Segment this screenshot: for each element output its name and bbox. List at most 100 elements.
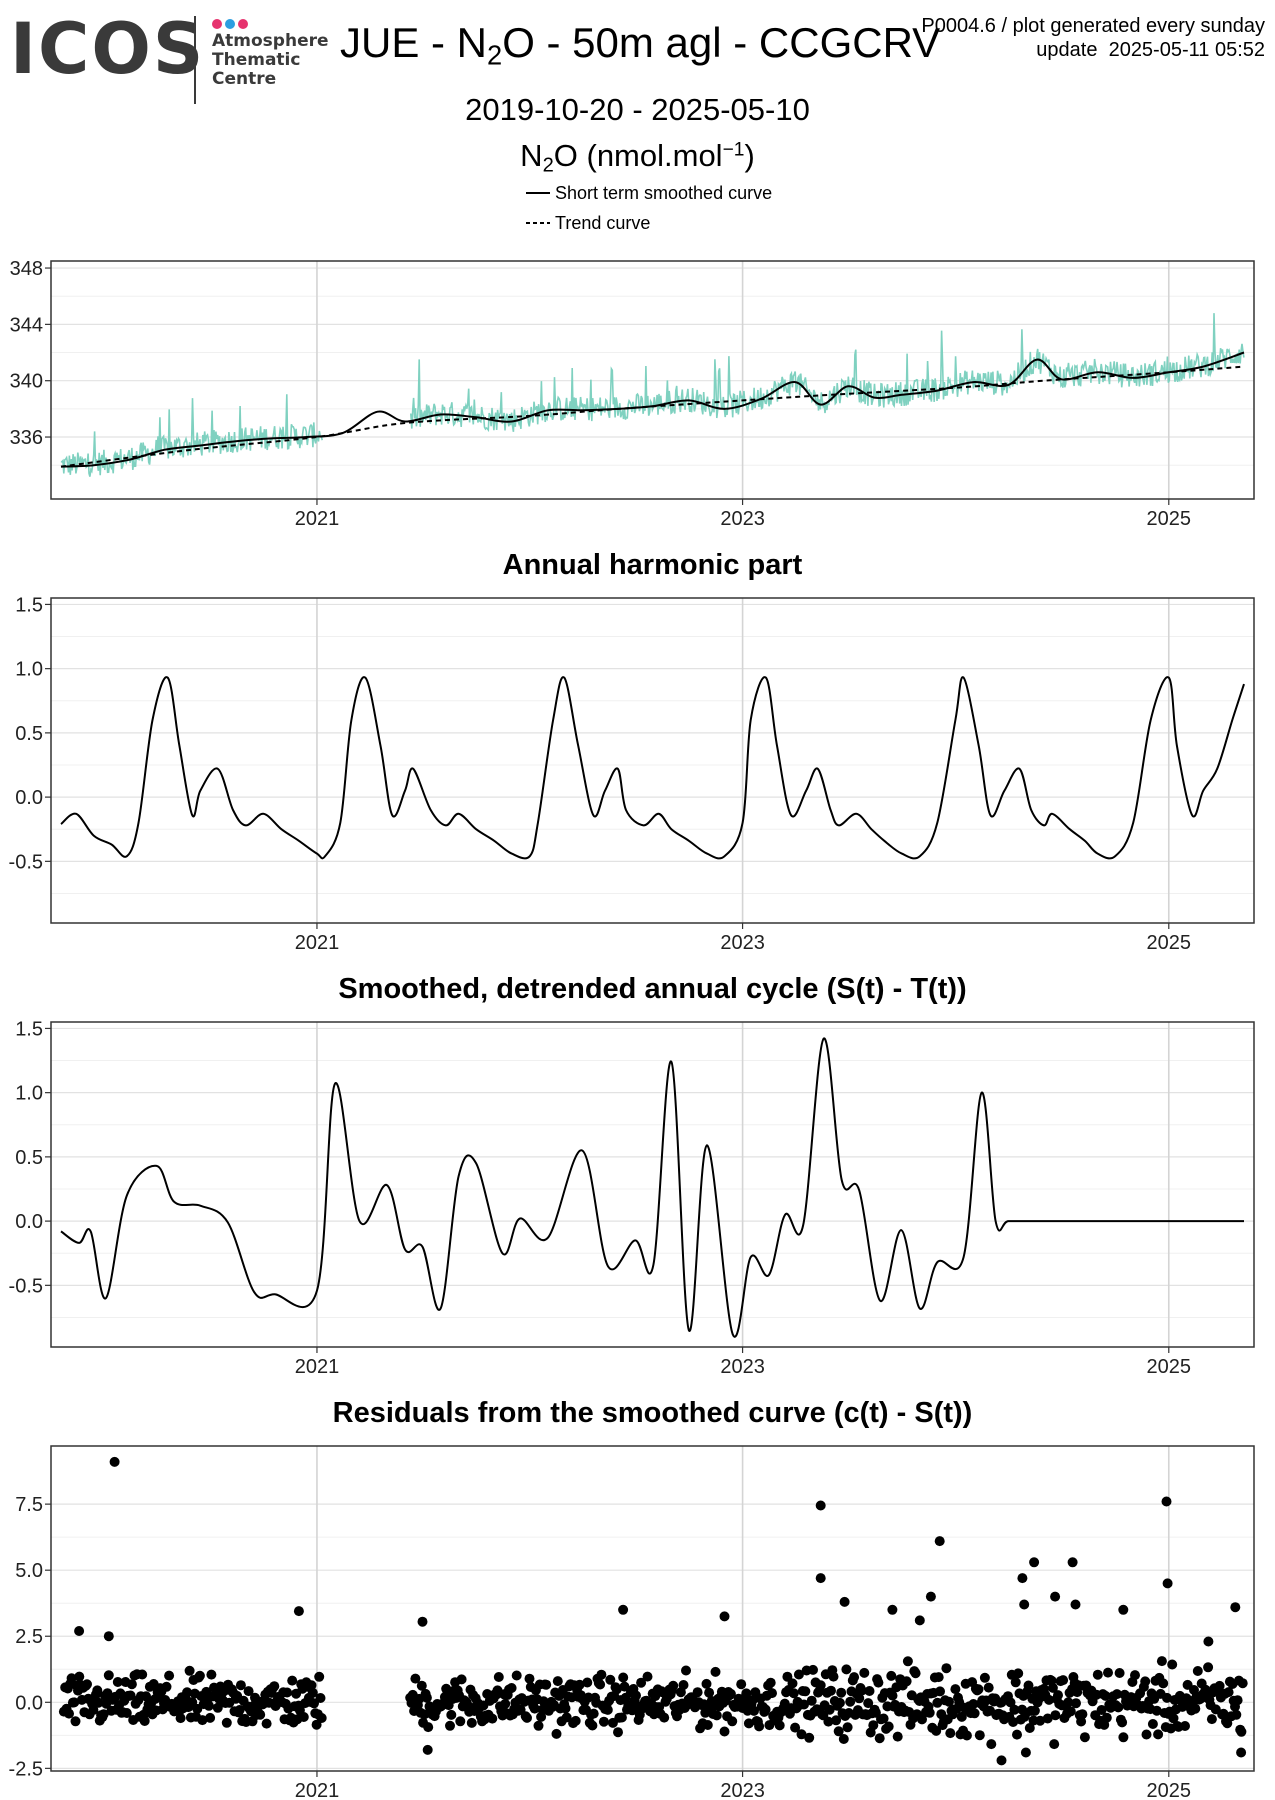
residual-point (925, 1591, 936, 1602)
residual-point (1096, 1705, 1107, 1715)
chart-panel-2: -0.5 0.0 0.5 1.0 1.5 2021 2023 2025 Annual harmo… (9, 549, 1255, 954)
smoothed-curve-line (60, 351, 1245, 468)
residual-point (1192, 1666, 1203, 1676)
residual-point (1079, 1732, 1090, 1743)
residual-point (287, 1675, 298, 1686)
title-subscript: 2 (487, 39, 503, 71)
residual-point (574, 1679, 585, 1690)
residual-point (873, 1677, 884, 1688)
unit-part-1: N (520, 138, 543, 173)
residual-point (1190, 1703, 1201, 1714)
residual-point (849, 1672, 860, 1683)
residual-point (74, 1626, 85, 1636)
residual-point (747, 1695, 758, 1706)
residual-point (74, 1671, 85, 1682)
y-tick-label: 0.5 (15, 1147, 43, 1169)
residual-point (1017, 1573, 1028, 1584)
residual-point (417, 1616, 428, 1627)
residual-point (582, 1677, 593, 1688)
residual-point (1103, 1667, 1113, 1678)
residual-point (1067, 1557, 1078, 1568)
residual-point (1092, 1669, 1103, 1680)
residual-point (1114, 1668, 1125, 1678)
legend-dashed-line-icon (526, 222, 550, 224)
residual-point (1156, 1656, 1167, 1667)
residual-point (598, 1716, 609, 1727)
residual-point (493, 1672, 504, 1682)
residual-point (815, 1500, 826, 1511)
unit-label: N2O (nmol.mol−1) (0, 138, 1275, 178)
residual-point (161, 1681, 172, 1692)
residual-point (815, 1573, 826, 1584)
y-tick-label: -2.5 (9, 1758, 43, 1780)
residual-point (423, 1722, 434, 1733)
logo-dot-2 (225, 19, 235, 29)
residual-point (1168, 1713, 1179, 1724)
residual-point (1237, 1678, 1248, 1689)
y-tick-label: -0.5 (9, 851, 43, 873)
residual-point (1130, 1670, 1140, 1681)
residual-point (788, 1688, 799, 1699)
residual-point (741, 1688, 752, 1699)
residual-point (524, 1673, 535, 1684)
residual-point (1063, 1697, 1074, 1708)
residual-point (197, 1715, 208, 1726)
residual-point (754, 1721, 765, 1732)
residual-point (969, 1708, 980, 1719)
residual-point (1077, 1709, 1088, 1720)
y-tick-label: 5.0 (15, 1560, 43, 1582)
residual-point (455, 1716, 466, 1727)
residual-point (996, 1755, 1007, 1766)
residual-point (1147, 1719, 1158, 1729)
residual-point (1232, 1695, 1243, 1706)
residual-point (419, 1709, 430, 1720)
residual-point (182, 1687, 193, 1698)
residual-point (823, 1716, 834, 1727)
x-tick-label: 2021 (295, 508, 340, 530)
residual-point (1100, 1690, 1111, 1701)
residual-point (932, 1697, 943, 1708)
residual-point (410, 1673, 421, 1684)
residual-point (1141, 1729, 1152, 1740)
residual-point (1065, 1706, 1076, 1717)
y-tick-label: 2.5 (15, 1626, 43, 1648)
logo-sub-line-3: Centre (212, 69, 277, 89)
residual-point (968, 1699, 979, 1709)
residual-point (139, 1716, 150, 1726)
logo-sub-line-1: Atmosphere (212, 31, 329, 51)
residual-point (1214, 1680, 1225, 1691)
meta-generated: P0004.6 / plot generated every sunday (921, 15, 1265, 37)
plot-content (60, 313, 1245, 477)
residual-point (445, 1720, 455, 1731)
y-tick-label: 0.5 (15, 723, 43, 745)
residual-point (941, 1663, 952, 1674)
residual-point (1008, 1717, 1019, 1727)
residual-point (725, 1688, 736, 1699)
residual-point (282, 1687, 293, 1698)
residual-point (854, 1693, 865, 1704)
residual-point (293, 1606, 304, 1617)
residual-point (1151, 1705, 1162, 1716)
plot-meta: P0004.6 / plot generated every sunday up… (921, 14, 1265, 62)
residual-point (841, 1664, 852, 1675)
residual-point (466, 1717, 477, 1728)
residual-point (787, 1678, 798, 1689)
residual-point (701, 1678, 712, 1689)
residual-point (668, 1680, 679, 1691)
residual-point (883, 1721, 894, 1732)
residual-point (760, 1704, 771, 1715)
residual-point (88, 1705, 99, 1715)
residual-point (70, 1716, 81, 1727)
legend-item-smooth: Short term smoothed curve (525, 178, 772, 208)
residual-point (511, 1670, 522, 1681)
residual-point (605, 1674, 616, 1685)
residual-point (203, 1700, 214, 1711)
residual-point (92, 1685, 103, 1696)
residual-point (506, 1683, 517, 1693)
panel-border (50, 260, 1255, 500)
residual-point (933, 1672, 944, 1683)
y-tick-label: 0.0 (15, 1211, 43, 1233)
x-tick-label: 2023 (720, 508, 765, 530)
residual-point (974, 1730, 985, 1741)
residual-point (82, 1679, 92, 1690)
